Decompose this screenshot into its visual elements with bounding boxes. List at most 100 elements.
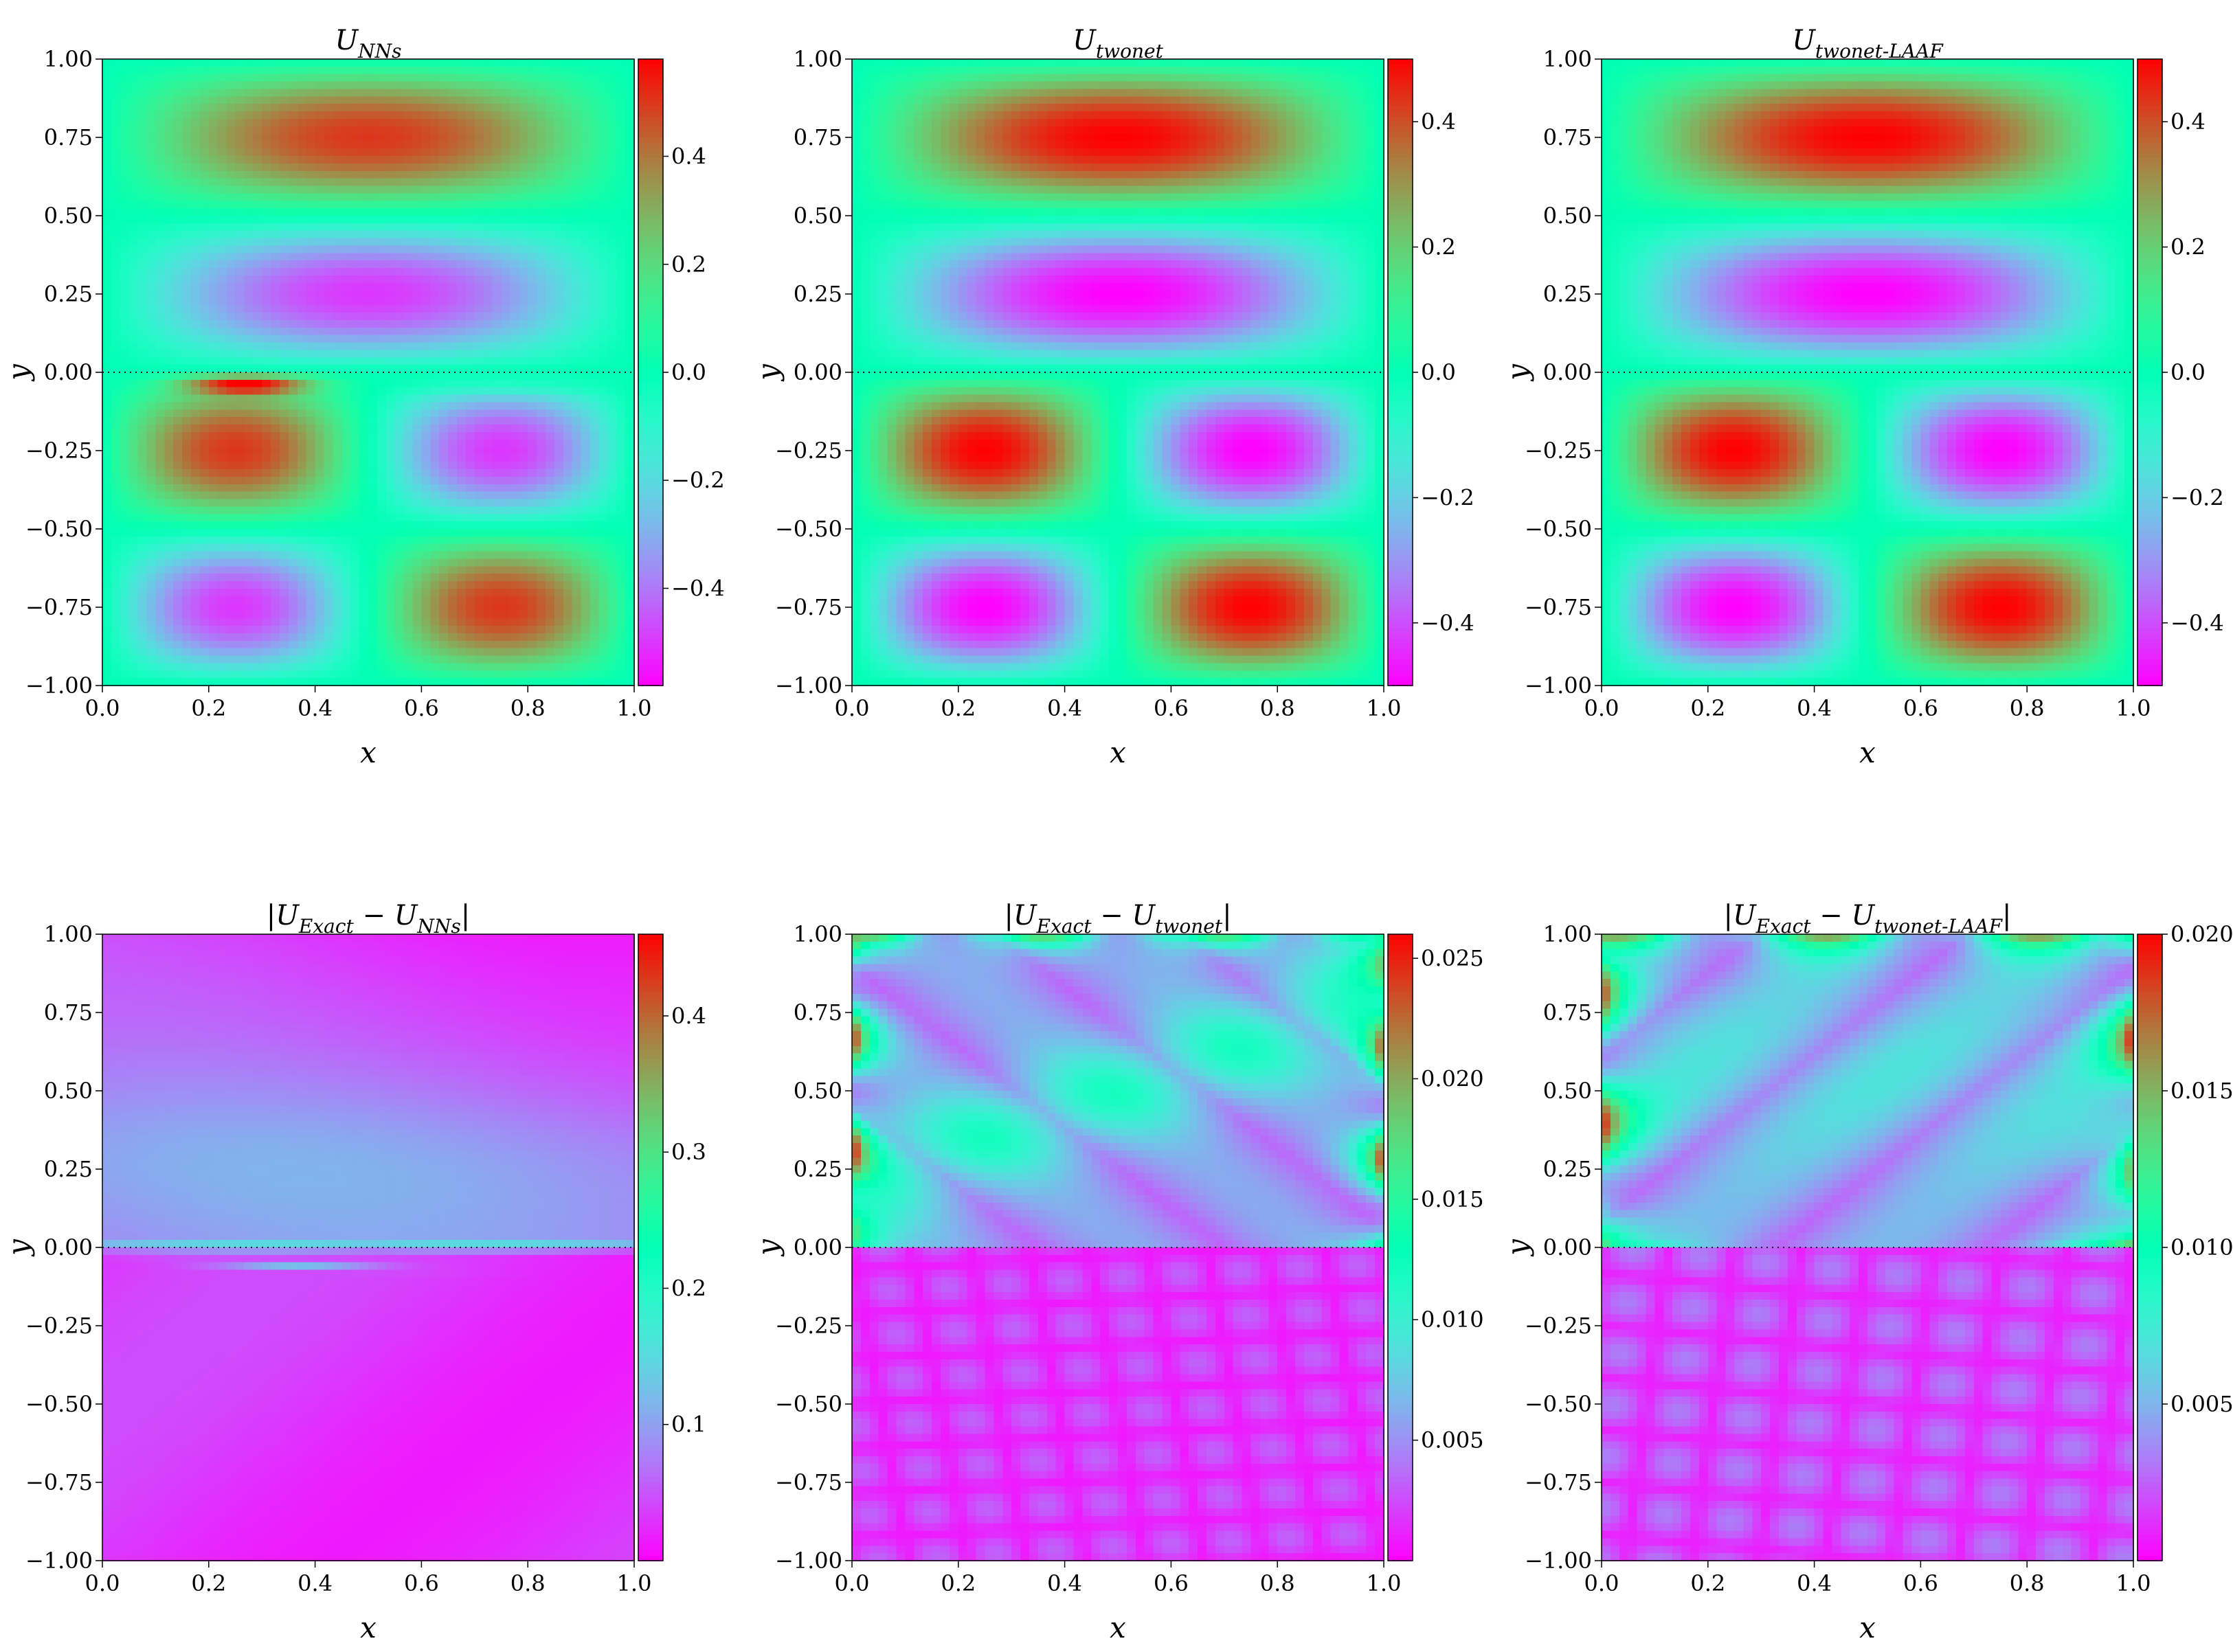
y-tick-label: −0.75 xyxy=(1525,594,1592,620)
colorbar-tick-label: 0.1 xyxy=(671,1412,706,1438)
y-tick-label: −0.50 xyxy=(1525,1391,1592,1417)
y-tick-label: 1.00 xyxy=(44,46,93,72)
y-tick-label: −0.25 xyxy=(775,438,842,464)
y-tick-label: 1.00 xyxy=(794,46,842,72)
x-tick-label: 0.6 xyxy=(1903,695,1938,721)
x-tick-label: 1.0 xyxy=(617,1570,652,1596)
y-axis-label: y xyxy=(1501,363,1534,382)
colorbar-tick-label: 0.025 xyxy=(1421,945,1484,971)
x-tick-label: 0.8 xyxy=(1260,695,1295,721)
y-tick-label: 0.75 xyxy=(44,124,93,150)
x-tick-label: 0.6 xyxy=(404,1570,439,1596)
y-tick-label: −1.00 xyxy=(25,672,93,699)
colorbar-tick-label: −0.2 xyxy=(1421,484,1474,510)
y-tick-label: −0.50 xyxy=(775,1391,842,1417)
y-tick-label: −0.50 xyxy=(1525,516,1592,542)
y-tick-label: 0.25 xyxy=(794,281,842,307)
y-tick-label: −0.25 xyxy=(25,438,93,464)
colorbar-tick-label: 0.005 xyxy=(1421,1427,1484,1453)
y-tick-label: −0.25 xyxy=(1525,1313,1592,1339)
y-tick-label: −0.50 xyxy=(25,1391,93,1417)
colorbar-tick-label: −0.4 xyxy=(1421,610,1474,636)
heatmap xyxy=(852,59,1384,686)
y-tick-label: −1.00 xyxy=(25,1548,93,1574)
y-tick-label: −0.25 xyxy=(25,1313,93,1339)
colorbar xyxy=(2137,59,2162,686)
colorbar-tick-label: −0.2 xyxy=(671,467,725,493)
colorbar-tick-label: 0.4 xyxy=(1421,109,1456,135)
x-tick-label: 0.0 xyxy=(835,695,870,721)
x-axis-label: x xyxy=(1110,1611,1126,1644)
y-tick-label: −0.25 xyxy=(1525,438,1592,464)
x-tick-label: 0.4 xyxy=(1047,695,1082,721)
panel-3: 0.0 0.2 0.4 0.6 0.8 1.0−1.00−0.75−0.50−0.250.… xyxy=(1501,25,2224,769)
y-tick-label: −0.75 xyxy=(25,594,93,620)
x-tick-label: 0.2 xyxy=(1690,695,1725,721)
x-tick-label: 0.2 xyxy=(941,695,976,721)
y-tick-label: 0.00 xyxy=(794,1234,842,1260)
colorbar-tick-label: −0.2 xyxy=(2170,484,2224,510)
x-axis-label: x xyxy=(1859,1611,1876,1644)
x-tick-label: 0.8 xyxy=(2010,1570,2045,1596)
x-tick-label: 0.6 xyxy=(1903,1570,1938,1596)
colorbar xyxy=(2137,934,2162,1561)
heatmap xyxy=(1602,934,2134,1561)
y-tick-label: 1.00 xyxy=(1543,921,1592,947)
x-axis-label: x xyxy=(1110,736,1126,769)
panel-1: 0.0 0.2 0.4 0.6 0.8 1.0−1.00−0.75−0.50−0.250.… xyxy=(1,25,725,769)
y-tick-label: −1.00 xyxy=(1525,672,1592,699)
y-tick-label: 0.00 xyxy=(1543,1234,1592,1260)
y-tick-label: 0.00 xyxy=(1543,359,1592,385)
colorbar-tick-label: 0.2 xyxy=(671,251,706,278)
x-axis-label: x xyxy=(360,736,377,769)
colorbar-tick-label: 0.0 xyxy=(671,359,706,385)
x-tick-label: 0.8 xyxy=(2010,695,2045,721)
x-tick-label: 0.8 xyxy=(510,695,546,721)
y-tick-label: −0.75 xyxy=(1525,1469,1592,1495)
y-tick-label: −1.00 xyxy=(775,672,842,699)
x-tick-label: 0.6 xyxy=(1154,695,1189,721)
y-tick-label: 0.00 xyxy=(44,359,93,385)
x-tick-label: 0.4 xyxy=(298,695,333,721)
y-tick-label: 0.75 xyxy=(794,124,842,150)
colorbar xyxy=(1388,59,1413,686)
heatmap xyxy=(852,934,1384,1561)
colorbar-tick-label: 0.2 xyxy=(671,1275,706,1301)
y-tick-label: 0.50 xyxy=(44,203,93,229)
x-tick-label: 0.6 xyxy=(1154,1570,1189,1596)
x-tick-label: 0.0 xyxy=(835,1570,870,1596)
colorbar-tick-label: 0.0 xyxy=(2170,359,2206,385)
colorbar-tick-label: 0.2 xyxy=(2170,234,2206,260)
x-tick-label: 0.6 xyxy=(404,695,439,721)
y-tick-label: 1.00 xyxy=(44,921,93,947)
y-tick-label: 0.50 xyxy=(794,203,842,229)
colorbar-tick-label: 0.015 xyxy=(1421,1186,1484,1212)
x-tick-label: 0.2 xyxy=(191,695,226,721)
y-tick-label: 0.75 xyxy=(1543,999,1592,1026)
colorbar xyxy=(638,59,663,686)
y-tick-label: 0.00 xyxy=(794,359,842,385)
x-tick-label: 0.4 xyxy=(298,1570,333,1596)
colorbar-tick-label: 0.3 xyxy=(671,1139,706,1165)
colorbar-tick-label: 0.020 xyxy=(2170,921,2233,947)
y-axis-label: y xyxy=(751,1238,785,1257)
y-tick-label: 0.50 xyxy=(1543,203,1592,229)
heatmap xyxy=(1602,59,2134,686)
y-tick-label: 0.50 xyxy=(1543,1078,1592,1104)
colorbar-tick-label: 0.020 xyxy=(1421,1065,1484,1091)
y-axis-label: y xyxy=(1,363,35,382)
heatmap xyxy=(102,934,635,1561)
y-tick-label: 0.75 xyxy=(794,999,842,1026)
colorbar xyxy=(1388,934,1413,1561)
x-tick-label: 0.8 xyxy=(1260,1570,1295,1596)
x-tick-label: 0.0 xyxy=(85,695,120,721)
colorbar-tick-label: 0.4 xyxy=(2170,109,2206,135)
y-axis-label: y xyxy=(1,1238,35,1257)
x-tick-label: 0.0 xyxy=(1584,695,1619,721)
panel-4: 0.0 0.2 0.4 0.6 0.8 1.0−1.00−0.75−0.50−0.250.… xyxy=(1,900,706,1644)
colorbar-tick-label: 0.010 xyxy=(2170,1234,2233,1260)
y-axis-label: y xyxy=(1501,1238,1534,1257)
y-tick-label: −1.00 xyxy=(1525,1548,1592,1574)
colorbar-tick-label: 0.015 xyxy=(2170,1078,2233,1104)
